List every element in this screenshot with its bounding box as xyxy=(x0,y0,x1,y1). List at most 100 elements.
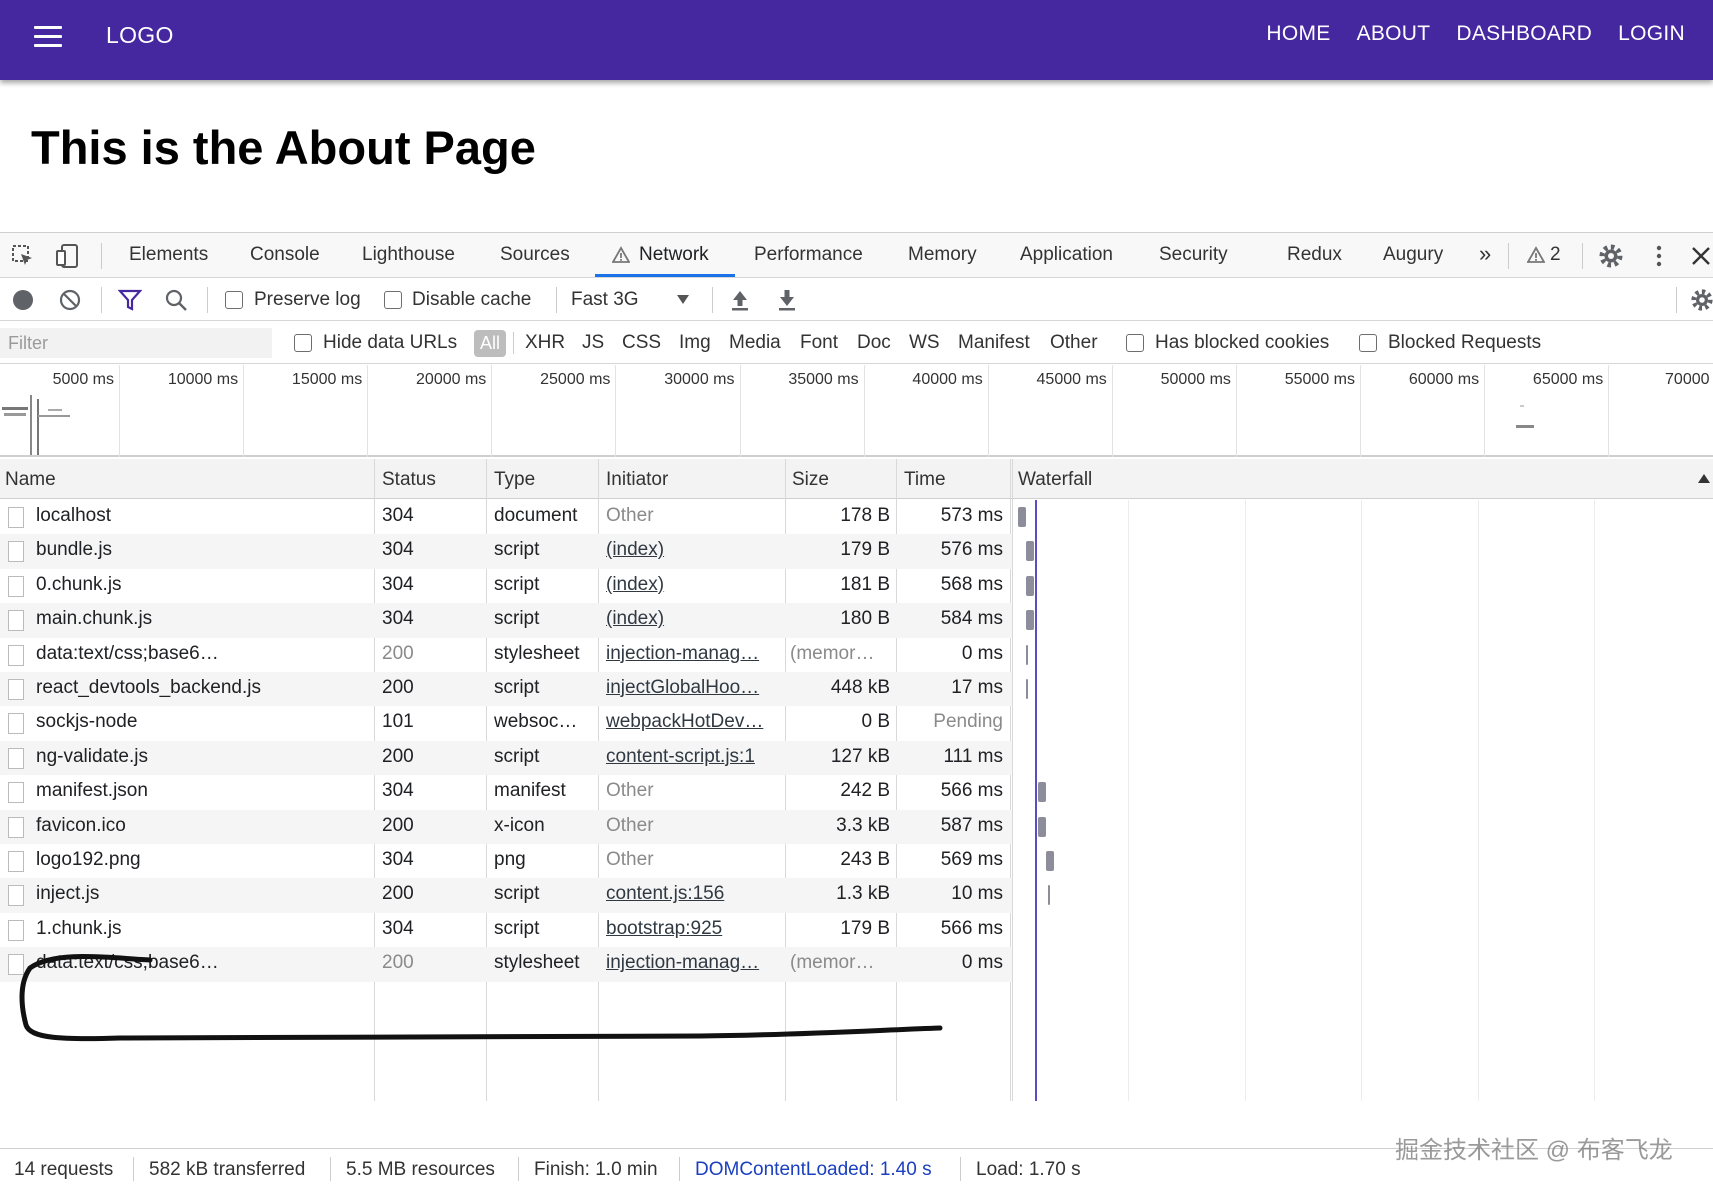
request-name[interactable]: 1.chunk.js xyxy=(36,917,122,939)
request-name[interactable]: localhost xyxy=(36,505,111,526)
table-row[interactable]: data:text/css;base6… 200 stylesheet injecti… xyxy=(0,947,1012,982)
blocked-requests-label[interactable]: Blocked Requests xyxy=(1388,332,1542,353)
table-row[interactable]: 1.chunk.js 304 script bootstrap:925 179 B 566… xyxy=(0,913,1012,947)
type-filter-ws[interactable]: WS xyxy=(909,332,940,353)
type-filter-other[interactable]: Other xyxy=(1050,332,1098,353)
column-divider[interactable] xyxy=(1010,459,1011,1101)
column-divider[interactable] xyxy=(896,459,897,1101)
table-row[interactable]: bundle.js 304 script (index) 179 B 576 ms xyxy=(0,534,1012,569)
table-row[interactable]: logo192.png 304 png Other 243 B 569 ms xyxy=(0,844,1012,878)
waterfall-bar[interactable] xyxy=(1018,507,1026,527)
nav-home[interactable]: HOME xyxy=(1266,22,1331,45)
tab-console[interactable]: Console xyxy=(250,244,320,265)
tab-memory[interactable]: Memory xyxy=(908,244,977,265)
tab-application[interactable]: Application xyxy=(1020,244,1113,265)
hide-data-urls-label[interactable]: Hide data URLs xyxy=(323,332,458,353)
col-initiator-header[interactable]: Initiator xyxy=(606,469,669,490)
type-filter-doc[interactable]: Doc xyxy=(857,332,891,353)
preserve-log-label[interactable]: Preserve log xyxy=(254,289,361,310)
request-name[interactable]: bundle.js xyxy=(36,539,113,561)
request-initiator[interactable]: (index) xyxy=(606,573,665,595)
table-row[interactable]: ng-validate.js 200 script content-script.js… xyxy=(0,740,1012,776)
has-blocked-cookies-label[interactable]: Has blocked cookies xyxy=(1155,332,1330,353)
request-name[interactable]: logo192.png xyxy=(36,849,141,870)
table-row[interactable]: sockjs-node 101 websoc… webpackHotDev… 0 B Pe… xyxy=(0,706,1012,740)
network-settings-icon[interactable] xyxy=(1690,288,1713,312)
chevron-down-icon[interactable] xyxy=(677,295,689,305)
waterfall-bar[interactable] xyxy=(1038,816,1046,837)
export-har-icon[interactable] xyxy=(776,288,798,312)
sort-ascending-icon[interactable] xyxy=(1698,473,1710,483)
waterfall-bar[interactable] xyxy=(1038,782,1046,803)
hamburger-menu-icon[interactable] xyxy=(34,26,62,48)
filter-icon[interactable] xyxy=(118,289,142,311)
table-row[interactable]: favicon.ico 200 x-icon Other 3.3 kB 587 ms xyxy=(0,809,1012,844)
waterfall-bar[interactable] xyxy=(1048,885,1050,906)
blocked-requests-checkbox[interactable] xyxy=(1359,334,1377,352)
app-logo[interactable]: LOGO xyxy=(106,22,174,48)
request-name[interactable]: manifest.json xyxy=(36,780,148,802)
table-row[interactable]: 0.chunk.js 304 script (index) 181 B 568 ms xyxy=(0,569,1012,603)
column-divider[interactable] xyxy=(486,459,487,1101)
table-row[interactable]: react_devtools_backend.js 200 script inject… xyxy=(0,672,1012,707)
request-name[interactable]: favicon.ico xyxy=(36,814,126,836)
type-filter-xhr[interactable]: XHR xyxy=(525,332,566,353)
request-name[interactable]: inject.js xyxy=(36,883,100,905)
request-initiator[interactable]: injection-manag… xyxy=(606,642,760,664)
record-icon[interactable] xyxy=(11,288,35,312)
tab-sources[interactable]: Sources xyxy=(500,244,570,265)
nav-login[interactable]: LOGIN xyxy=(1618,22,1685,45)
col-waterfall-header[interactable]: Waterfall xyxy=(1018,469,1093,490)
inspect-element-icon[interactable] xyxy=(10,243,36,269)
nav-about[interactable]: ABOUT xyxy=(1356,22,1431,45)
request-initiator[interactable]: (index) xyxy=(606,608,665,630)
throttling-select[interactable]: Fast 3G xyxy=(571,289,639,310)
column-divider[interactable] xyxy=(598,459,599,1101)
waterfall-bar[interactable] xyxy=(1046,851,1054,871)
table-row[interactable]: manifest.json 304 manifest Other 242 B 566 ms xyxy=(0,775,1012,809)
request-initiator[interactable]: bootstrap:925 xyxy=(606,917,723,939)
type-filter-all[interactable]: All xyxy=(474,330,506,357)
tab-redux[interactable]: Redux xyxy=(1287,244,1342,265)
waterfall-bar[interactable] xyxy=(1026,610,1034,631)
request-name[interactable]: react_devtools_backend.js xyxy=(36,677,261,698)
tab-network[interactable]: Network xyxy=(639,244,709,265)
column-divider[interactable] xyxy=(785,459,786,1101)
table-row[interactable]: main.chunk.js 304 script (index) 180 B 584 ms xyxy=(0,603,1012,638)
request-name[interactable]: ng-validate.js xyxy=(36,745,148,767)
tab-augury[interactable]: Augury xyxy=(1383,244,1444,265)
close-devtools-icon[interactable] xyxy=(1688,243,1713,269)
tab-security[interactable]: Security xyxy=(1159,244,1228,265)
waterfall-bar[interactable] xyxy=(1026,575,1034,596)
table-row[interactable]: localhost 304 document Other 178 B 573 ms xyxy=(0,500,1012,534)
tab-performance[interactable]: Performance xyxy=(754,244,863,265)
request-name[interactable]: main.chunk.js xyxy=(36,608,153,630)
column-divider[interactable] xyxy=(374,459,375,1101)
settings-gear-icon[interactable] xyxy=(1598,243,1624,269)
type-filter-manifest[interactable]: Manifest xyxy=(958,332,1030,353)
col-name-header[interactable]: Name xyxy=(5,469,56,490)
type-filter-js[interactable]: JS xyxy=(582,332,605,353)
search-icon[interactable] xyxy=(164,288,188,312)
type-filter-css[interactable]: CSS xyxy=(622,332,662,353)
hide-data-urls-checkbox[interactable] xyxy=(294,334,312,352)
request-initiator[interactable]: (index) xyxy=(606,539,665,561)
waterfall-bar[interactable] xyxy=(1026,644,1028,665)
request-initiator[interactable]: content-script.js:1 xyxy=(606,745,755,767)
clear-icon[interactable] xyxy=(58,288,82,312)
col-status-header[interactable]: Status xyxy=(382,469,436,490)
preserve-log-checkbox[interactable] xyxy=(225,291,243,309)
device-toolbar-icon[interactable] xyxy=(55,243,81,269)
type-filter-font[interactable]: Font xyxy=(800,332,839,353)
disable-cache-checkbox[interactable] xyxy=(384,291,402,309)
tabs-overflow-button[interactable]: » xyxy=(1479,241,1492,266)
table-row[interactable]: inject.js 200 script content.js:156 1.3 kB 10… xyxy=(0,878,1012,913)
request-name[interactable]: sockjs-node xyxy=(36,711,138,733)
nav-dashboard[interactable]: DASHBOARD xyxy=(1456,22,1593,45)
disable-cache-label[interactable]: Disable cache xyxy=(412,289,532,310)
type-filter-img[interactable]: Img xyxy=(679,332,711,353)
tab-elements[interactable]: Elements xyxy=(129,244,209,265)
type-filter-media[interactable]: Media xyxy=(729,332,781,353)
table-row[interactable]: data:text/css;base6… 200 stylesheet injecti… xyxy=(0,638,1012,672)
request-initiator[interactable]: content.js:156 xyxy=(606,883,725,905)
